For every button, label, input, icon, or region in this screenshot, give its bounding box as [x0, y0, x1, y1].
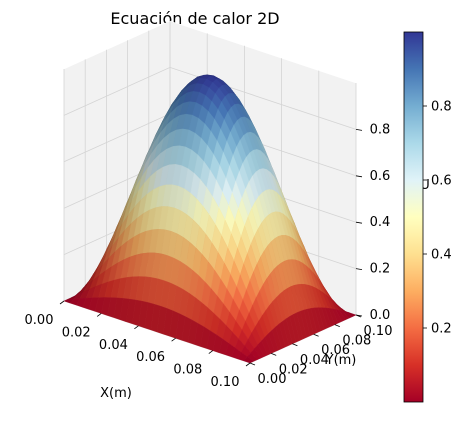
y-tick-mark — [313, 333, 319, 337]
z-tick-label: 0.2 — [370, 262, 391, 277]
surface-plot — [63, 74, 357, 364]
x-tick-mark — [208, 350, 214, 354]
colorbar — [403, 31, 424, 403]
x-tick-mark — [171, 337, 176, 342]
z-tick-label: 0.6 — [370, 169, 391, 184]
z-tick-mark — [355, 175, 363, 178]
x-tick-mark — [59, 300, 65, 305]
x-tick-label: 0.08 — [173, 363, 202, 378]
z-tick-label: 0.0 — [370, 308, 391, 323]
colorbar-tick-label: 0.6 — [431, 174, 452, 189]
colorbar-tick-label: 0.2 — [431, 322, 452, 337]
x-tick-label: 0.10 — [211, 375, 240, 390]
z-tick-mark — [355, 268, 363, 270]
x-axis-label: X(m) — [100, 386, 132, 401]
z-axis-label: U — [420, 178, 430, 193]
z-tick-label: 0.8 — [370, 122, 391, 137]
y-tick-label: 0.02 — [279, 362, 308, 377]
colorbar-tick-label: 0.8 — [431, 100, 452, 115]
y-tick-label: 0.04 — [300, 353, 329, 368]
y-tick-label: 0.08 — [342, 334, 371, 349]
y-tick-mark — [249, 362, 256, 366]
z-tick-label: 0.4 — [370, 215, 391, 230]
z-tick-mark — [355, 221, 363, 224]
surface-patch — [243, 356, 254, 364]
x-tick-label: 0.02 — [62, 325, 91, 340]
y-axis-label: Y(m) — [325, 353, 357, 368]
axis-ticks: 0.000.020.040.060.080.10 0.000.020.040.06… — [25, 122, 393, 390]
y-tick-label: 0.00 — [258, 372, 287, 387]
x-tick-label: 0.04 — [99, 338, 128, 353]
y-tick-label: 0.06 — [321, 343, 350, 358]
y-tick-mark — [334, 324, 340, 327]
x-tick-mark — [245, 362, 251, 367]
z-tick-mark — [355, 129, 363, 131]
x-tick-label: 0.06 — [136, 350, 165, 365]
y-tick-mark — [292, 343, 298, 347]
y-tick-mark — [271, 353, 277, 356]
z-tick-mark — [355, 314, 363, 317]
chart-title: Ecuación de calor 2D — [110, 9, 279, 28]
colorbar-ticks: 0.2 0.4 0.6 0.8 — [423, 100, 452, 337]
grid-line — [63, 66, 357, 130]
y-tick-label: 0.10 — [364, 324, 393, 339]
colorbar-tick-label: 0.4 — [431, 248, 452, 263]
x-tick-label: 0.00 — [25, 313, 54, 328]
x-tick-mark — [96, 313, 102, 317]
x-tick-mark — [134, 325, 139, 330]
